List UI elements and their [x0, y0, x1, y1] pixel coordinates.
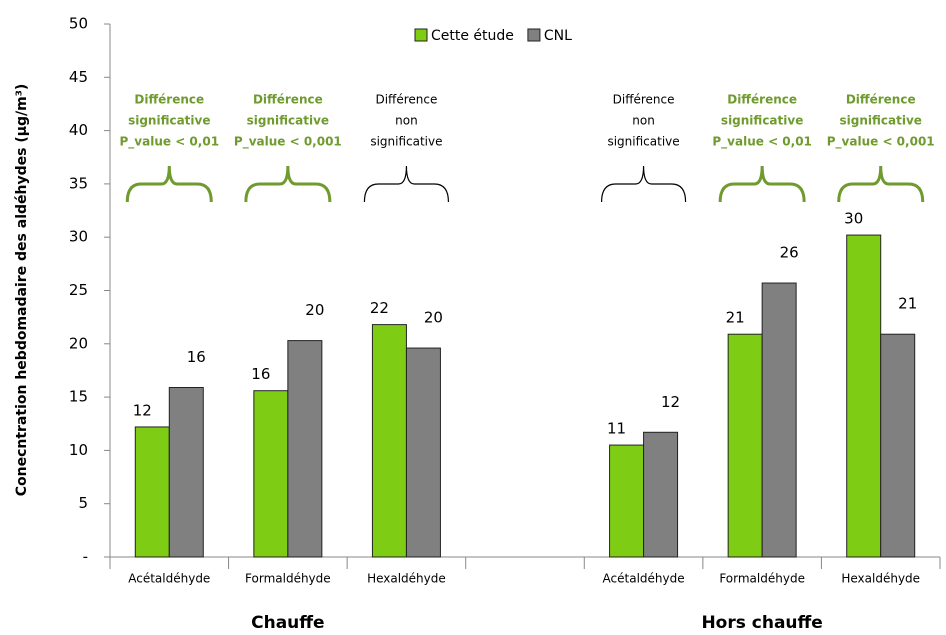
annotation-text: Différence: [375, 93, 437, 107]
annotation-text: significative: [607, 135, 679, 149]
annotation-text: Différence: [134, 93, 204, 107]
y-tick-label: 40: [69, 121, 88, 139]
annotation-text: Différence: [846, 93, 916, 107]
x-tick-label: Hexaldéhyde: [367, 572, 446, 586]
value-label: 30: [844, 210, 863, 228]
annotation-text: P_value < 0,001: [234, 135, 342, 150]
y-tick-label: 5: [78, 494, 88, 512]
legend-label: CNL: [544, 28, 572, 44]
legend-label: Cette étude: [431, 28, 514, 44]
annotation-text: P_value < 0,01: [712, 135, 812, 150]
value-label: 21: [726, 309, 745, 327]
annotation-text: Différence: [253, 93, 323, 107]
value-label: 12: [661, 393, 680, 411]
brace: [125, 165, 213, 203]
brace: [244, 165, 332, 203]
bar: [253, 390, 289, 558]
legend-swatch: [414, 28, 428, 42]
annotation-text: significative: [370, 135, 442, 149]
bar: [761, 282, 797, 558]
annotation-text: Différence: [727, 93, 797, 107]
annotation-text: significative: [840, 114, 922, 128]
bar: [134, 426, 170, 558]
value-label: 21: [898, 295, 917, 313]
x-tick-label: Hexaldéhyde: [841, 572, 920, 586]
group-label: Hors chauffe: [701, 613, 822, 633]
annotation-text: Différence: [613, 93, 675, 107]
annotation-text: significative: [247, 114, 329, 128]
y-tick-label: 30: [69, 228, 88, 246]
bar: [880, 333, 916, 558]
x-tick-label: Acétaldéhyde: [603, 572, 685, 586]
brace: [363, 165, 450, 203]
bar: [168, 387, 204, 558]
y-tick-label: 50: [69, 15, 88, 33]
legend-swatch: [527, 28, 541, 42]
x-tick-label: Formaldéhyde: [719, 572, 805, 586]
x-tick-label: Acétaldéhyde: [128, 572, 210, 586]
annotation-text: non: [632, 114, 655, 128]
y-tick-label: 20: [69, 334, 88, 352]
annotation-text: P_value < 0,001: [827, 135, 935, 150]
y-tick-label: -: [83, 548, 88, 566]
value-label: 22: [370, 299, 389, 317]
annotation-text: significative: [128, 114, 210, 128]
value-label: 20: [424, 309, 443, 327]
bar: [609, 444, 645, 558]
bar: [405, 347, 441, 558]
value-label: 11: [607, 420, 626, 438]
value-label: 26: [780, 244, 799, 262]
value-label: 16: [251, 365, 270, 383]
group-label: Chauffe: [251, 613, 324, 633]
bar: [287, 340, 323, 558]
brace: [600, 165, 687, 203]
value-label: 16: [187, 348, 206, 366]
y-tick-label: 10: [69, 441, 88, 459]
value-label: 12: [133, 401, 152, 419]
annotation-text: non: [395, 114, 418, 128]
y-tick-label: 25: [69, 281, 88, 299]
bar: [727, 333, 763, 558]
brace: [837, 165, 925, 203]
y-tick-label: 35: [69, 174, 88, 192]
brace: [718, 165, 806, 203]
bar: [643, 431, 679, 558]
y-tick-label: 45: [69, 68, 88, 86]
bar: [371, 324, 407, 558]
annotation-text: P_value < 0,01: [120, 135, 220, 150]
bar: [846, 234, 882, 558]
y-tick-label: 15: [69, 388, 88, 406]
annotation-text: significative: [721, 114, 803, 128]
x-tick-label: Formaldéhyde: [245, 572, 331, 586]
value-label: 20: [305, 301, 324, 319]
y-axis-label: Conecntration hebdomadaire des aldéhydes…: [14, 84, 30, 497]
